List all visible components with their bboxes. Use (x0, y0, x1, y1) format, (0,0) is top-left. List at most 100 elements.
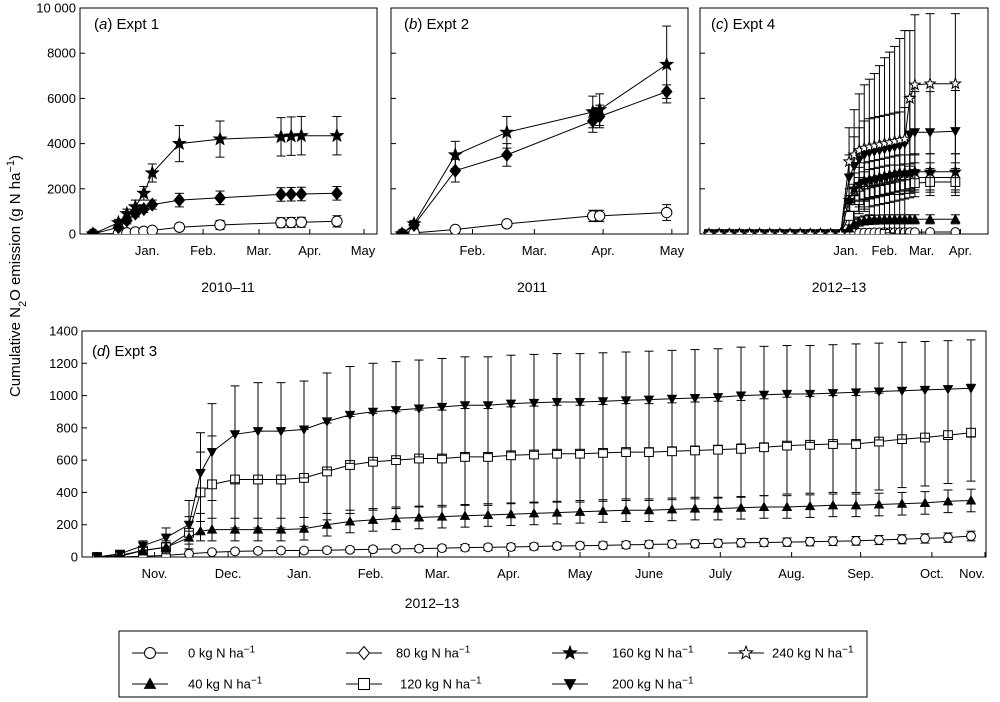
panel-a-xtick-label: Apr. (298, 243, 321, 258)
series-n0 (92, 530, 976, 557)
data-point (873, 499, 885, 509)
data-point (229, 430, 241, 440)
data-point (173, 221, 186, 233)
series-n0 (396, 204, 673, 234)
data-point (850, 388, 862, 398)
series-n200 (91, 339, 977, 557)
data-point (950, 213, 961, 224)
data-point (763, 227, 777, 234)
series-n160 (85, 115, 345, 234)
data-point (483, 542, 493, 553)
data-point (920, 533, 930, 544)
data-point (873, 387, 885, 397)
panel-c-yticks (700, 7, 705, 235)
panel-c-period: 2012–13 (812, 279, 867, 295)
legend: 0 kg N ha−1 80 kg N ha−1 160 kg N ha−1 240 … (118, 630, 868, 698)
series-line-n40 (96, 500, 972, 557)
data-point (436, 511, 448, 521)
data-point (331, 215, 343, 228)
data-point (482, 509, 494, 520)
y-axis-title-sup: −1 (5, 160, 17, 173)
data-point (275, 427, 287, 437)
data-point (344, 516, 356, 526)
data-point (925, 227, 935, 234)
legend-marker-n80 (357, 645, 371, 661)
panel-b-series (394, 25, 675, 234)
legend-marker-n160 (562, 644, 578, 660)
panel-d-yticks: 0 200 400 600 800 1000 1200 1400 (49, 324, 87, 565)
y-axis-title-sub: 2 (17, 301, 29, 307)
panel-b-yticks (391, 7, 396, 235)
data-point (965, 384, 977, 394)
data-point (146, 224, 158, 234)
panel-d-title: (d) Expt 3 (92, 343, 157, 360)
data-point (783, 227, 797, 234)
data-point (667, 539, 677, 549)
data-point (229, 524, 241, 534)
panel-d-xtick-label: Jan. (287, 566, 312, 581)
legend-label-text: 40 kg N ha (188, 677, 252, 692)
data-point (781, 501, 793, 511)
panel-b-title-text: Expt 2 (427, 16, 470, 33)
data-point (850, 499, 862, 510)
data-point (206, 448, 218, 458)
data-point (782, 537, 792, 548)
data-point (621, 539, 631, 550)
data-point (368, 544, 378, 555)
panel-d-letter: d (97, 343, 106, 360)
data-point (804, 500, 816, 511)
legend-label-n80: 80 kg N ha−1 (396, 645, 471, 661)
y-axis-title: Cumulative N2O emission (g N ha−1) (5, 155, 29, 397)
data-point (759, 442, 769, 453)
panel-a-xtick-label: Jan. (135, 243, 160, 258)
data-point (753, 227, 767, 234)
panel-d-xtick-label: May (568, 566, 593, 581)
data-point (702, 227, 716, 234)
legend-label-text: 240 kg N ha (772, 646, 843, 661)
data-point (501, 218, 513, 230)
legend-label-text: 200 kg N ha (612, 677, 683, 692)
data-point (942, 385, 954, 395)
data-point (195, 525, 206, 536)
data-point (295, 186, 308, 202)
data-point (551, 507, 563, 517)
data-point (195, 469, 206, 479)
panel-a-ytick-label: 6000 (47, 91, 76, 106)
legend-label-sup: −1 (842, 645, 854, 656)
data-point (758, 501, 770, 511)
legend-marker-n0 (144, 647, 156, 659)
data-point (712, 393, 724, 403)
data-point (644, 447, 654, 457)
data-point (909, 227, 920, 234)
data-point (298, 425, 310, 435)
data-point (712, 503, 724, 513)
data-point (116, 550, 124, 557)
data-point (331, 186, 343, 201)
panel-c-series (702, 13, 962, 234)
data-point (758, 390, 770, 401)
data-point (344, 410, 356, 421)
panel-d-title-text: Expt 3 (115, 343, 158, 360)
data-point (773, 227, 787, 234)
data-point (620, 504, 632, 515)
data-point (413, 512, 425, 522)
data-point (823, 227, 838, 234)
panel-a-ytick-label: 0 (69, 227, 76, 242)
legend-label-n120: 120 kg N ha−1 (400, 676, 482, 692)
panel-a-yticks: 0 2000 4000 6000 8000 10 000 (36, 1, 85, 242)
panel-c-xtick-label: Mar. (909, 243, 934, 258)
data-point (597, 505, 609, 516)
y-axis-title-pre: Cumulative N (7, 307, 24, 397)
panel-d-xtick-label: Nov. (959, 566, 985, 581)
data-point (413, 404, 425, 414)
data-point (293, 127, 309, 143)
panel-d-ytick-label: 1000 (49, 388, 78, 403)
data-point (160, 541, 172, 552)
panel-c-title: (c) Expt 4 (711, 16, 775, 33)
data-point (529, 541, 539, 552)
data-point (295, 216, 308, 228)
data-point (732, 227, 746, 234)
data-point (214, 219, 226, 231)
data-point (391, 544, 401, 554)
data-point (896, 498, 908, 508)
